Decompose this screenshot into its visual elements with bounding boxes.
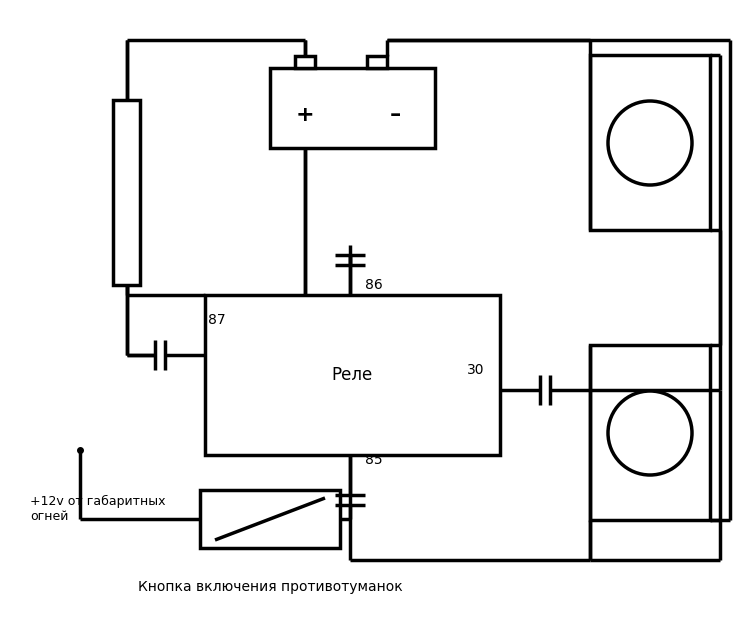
- Bar: [590, 345, 710, 520]
- Bar: [295, 56, 315, 68]
- Bar: [270, 68, 435, 148]
- Text: 30: 30: [467, 363, 484, 377]
- Text: Кнопка включения противотуманок: Кнопка включения противотуманок: [138, 580, 402, 594]
- Bar: [113, 100, 140, 285]
- Bar: [205, 295, 500, 455]
- Text: –: –: [389, 105, 400, 125]
- Circle shape: [608, 101, 692, 185]
- Text: Реле: Реле: [332, 366, 373, 384]
- Bar: [367, 56, 387, 68]
- Circle shape: [608, 391, 692, 475]
- Text: +12v от габаритных
огней: +12v от габаритных огней: [30, 495, 166, 523]
- Text: 85: 85: [365, 453, 382, 467]
- Bar: [200, 490, 340, 548]
- Text: 87: 87: [208, 313, 226, 327]
- Text: 86: 86: [365, 278, 382, 292]
- Bar: [590, 55, 710, 230]
- Text: +: +: [296, 105, 314, 125]
